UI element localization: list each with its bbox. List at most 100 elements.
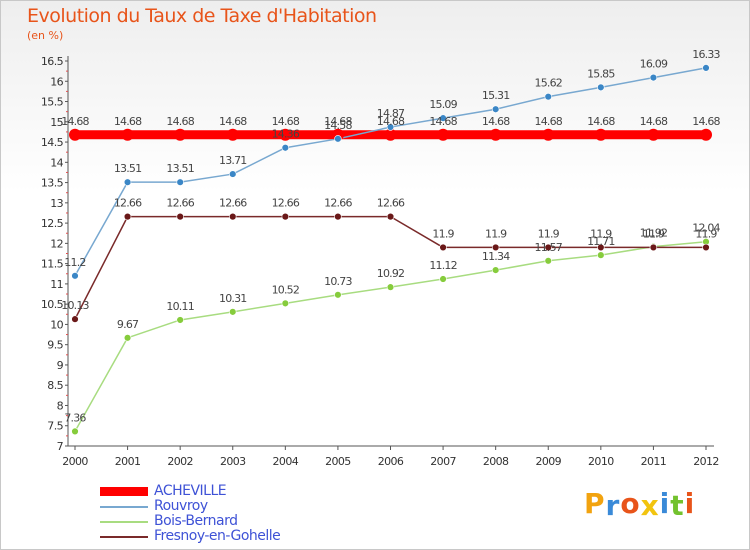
data-label-bois-bernard: 10.92 xyxy=(377,267,405,280)
data-label-bois-bernard: 10.31 xyxy=(219,292,247,305)
data-point-rouvroy xyxy=(123,178,132,186)
data-label-acheville: 14.68 xyxy=(166,115,194,128)
data-point-bois-bernard xyxy=(229,308,237,316)
data-label-acheville: 14.68 xyxy=(482,115,510,128)
data-label-rouvroy: 14.36 xyxy=(272,128,300,141)
y-tick-label: 7.5 xyxy=(47,420,63,433)
data-label-rouvroy: 15.31 xyxy=(482,89,510,102)
legend-item-acheville: ACHEVILLE xyxy=(100,484,280,499)
data-label-bois-bernard: 11.57 xyxy=(535,241,563,254)
data-point-acheville xyxy=(700,128,712,141)
y-tick-label: 16 xyxy=(50,75,63,88)
data-label-acheville: 14.68 xyxy=(535,115,563,128)
data-label-acheville: 14.68 xyxy=(692,115,720,128)
data-label-bois-bernard: 7.36 xyxy=(64,411,86,424)
data-point-fresnoy-en-gohelle xyxy=(491,243,500,252)
data-label-rouvroy: 13.71 xyxy=(219,154,247,167)
legend-label: Rouvroy xyxy=(154,498,208,514)
data-point-acheville xyxy=(174,128,187,141)
data-label-acheville: 14.68 xyxy=(114,115,142,128)
legend-item-fresnoy-en-gohelle: Fresnoy-en-Gohelle xyxy=(100,529,281,544)
data-label-rouvroy: 15.85 xyxy=(587,67,615,80)
data-point-rouvroy xyxy=(439,114,447,122)
data-point-fresnoy-en-gohelle xyxy=(439,243,447,252)
data-label-bois-bernard: 10.52 xyxy=(272,283,300,296)
series-points xyxy=(69,64,712,436)
data-label-fresnoy-en-gohelle: 12.66 xyxy=(377,197,405,210)
x-tick-label: 2004 xyxy=(273,455,299,468)
x-tick-label: 2002 xyxy=(167,455,193,468)
logo-letter: P xyxy=(584,487,606,520)
x-tick-label: 2006 xyxy=(378,455,404,468)
data-point-rouvroy xyxy=(544,92,552,101)
data-label-rouvroy: 15.09 xyxy=(429,98,457,111)
data-label-fresnoy-en-gohelle: 11.9 xyxy=(538,227,560,240)
data-label-acheville: 14.68 xyxy=(429,115,457,128)
legend-item-bois-bernard: Bois-Bernard xyxy=(100,514,280,529)
x-tick-label: 2008 xyxy=(483,455,509,468)
data-label-rouvroy: 15.62 xyxy=(535,77,563,90)
proxiti-logo: Proxiti xyxy=(584,487,696,522)
data-label-fresnoy-en-gohelle: 11.9 xyxy=(485,227,507,240)
data-point-acheville xyxy=(594,128,607,141)
chart-subtitle: (en %) xyxy=(27,29,64,42)
data-label-fresnoy-en-gohelle: 10.13 xyxy=(61,299,89,312)
x-tick-label: 2000 xyxy=(62,455,88,468)
logo-letter: t xyxy=(670,489,685,522)
data-label-rouvroy: 13.51 xyxy=(166,162,194,175)
data-point-fresnoy-en-gohelle xyxy=(702,243,710,252)
legend-item-rouvroy: Rouvroy xyxy=(100,499,280,514)
data-point-rouvroy xyxy=(71,272,79,280)
data-point-fresnoy-en-gohelle xyxy=(281,212,290,221)
data-point-acheville xyxy=(647,128,660,141)
data-point-acheville xyxy=(226,128,239,141)
data-label-acheville: 14.68 xyxy=(587,115,615,128)
y-tick-label: 11.5 xyxy=(41,258,64,271)
y-tick-label: 8.5 xyxy=(47,379,63,392)
data-point-acheville xyxy=(489,128,502,141)
data-label-acheville: 14.68 xyxy=(324,115,352,128)
legend: ACHEVILLE Rouvroy Bois-Bernard Fresnoy-en-G… xyxy=(100,484,281,544)
data-point-bois-bernard xyxy=(491,266,500,274)
data-point-fresnoy-en-gohelle xyxy=(71,315,79,323)
data-point-acheville xyxy=(279,128,292,141)
data-label-acheville: 14.68 xyxy=(377,115,405,128)
data-label-rouvroy: 11.2 xyxy=(64,256,85,269)
data-label-fresnoy-en-gohelle: 11.9 xyxy=(590,227,612,240)
legend-label: ACHEVILLE xyxy=(154,483,227,499)
logo-letter: o xyxy=(620,487,641,520)
x-tick-label: 2011 xyxy=(641,455,667,468)
data-point-acheville xyxy=(384,128,397,141)
data-point-rouvroy xyxy=(281,144,290,152)
data-point-acheville xyxy=(121,128,134,141)
y-tick-label: 8 xyxy=(57,399,64,412)
data-label-fresnoy-en-gohelle: 11.9 xyxy=(432,227,454,240)
data-label-bois-bernard: 11.92 xyxy=(640,227,668,240)
legend-swatch xyxy=(100,520,148,523)
data-label-fresnoy-en-gohelle: 11.9 xyxy=(643,227,665,240)
data-labels: 14.68 14.68 14.68 14.68 14.68 14.68 14.68 14.68… xyxy=(61,48,721,425)
data-point-bois-bernard xyxy=(281,299,290,308)
data-label-fresnoy-en-gohelle: 12.66 xyxy=(219,197,247,210)
data-label-fresnoy-en-gohelle: 12.66 xyxy=(324,197,352,210)
x-tick-label: 2009 xyxy=(535,455,561,468)
legend-swatch xyxy=(100,505,148,508)
axes: 7 7.5 8 8.5 9 9.5 10 10.5 11 11.5 12 12.5 13 13.5 14 14… xyxy=(41,55,719,468)
data-point-fresnoy-en-gohelle xyxy=(334,212,342,221)
logo-letter: i xyxy=(684,487,696,520)
data-label-fresnoy-en-gohelle: 12.66 xyxy=(166,197,194,210)
y-tick-label: 7 xyxy=(57,440,64,453)
data-point-rouvroy xyxy=(334,135,342,143)
data-label-bois-bernard: 11.71 xyxy=(587,235,615,248)
data-label-bois-bernard: 10.73 xyxy=(324,275,352,288)
data-point-fresnoy-en-gohelle xyxy=(544,243,552,252)
data-point-bois-bernard xyxy=(334,291,342,299)
data-point-rouvroy xyxy=(176,178,184,186)
y-tick-label: 15 xyxy=(50,116,63,129)
logo-letter: r xyxy=(605,489,621,522)
data-point-rouvroy xyxy=(649,73,658,82)
data-point-bois-bernard xyxy=(544,257,552,265)
data-label-fresnoy-en-gohelle: 11.9 xyxy=(695,227,717,240)
data-point-acheville xyxy=(542,128,555,141)
